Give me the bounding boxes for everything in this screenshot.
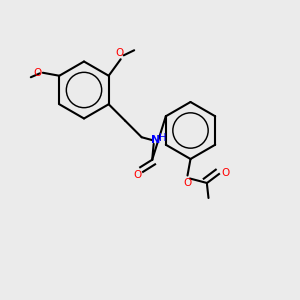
Text: O: O (115, 48, 123, 58)
Text: O: O (134, 170, 142, 180)
Text: O: O (183, 178, 192, 188)
Text: O: O (221, 167, 230, 178)
Text: O: O (33, 68, 41, 78)
Text: N: N (151, 135, 160, 145)
Text: H: H (159, 133, 166, 143)
